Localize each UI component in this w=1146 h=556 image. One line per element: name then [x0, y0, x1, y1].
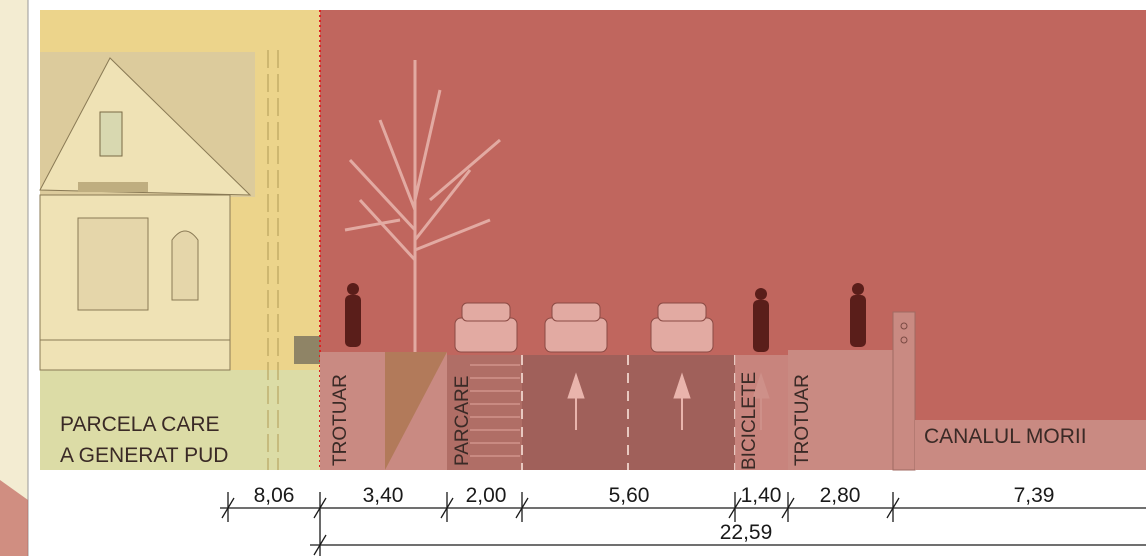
parcel-label: A GENERAT PUD: [60, 444, 228, 467]
post-detail: [900, 322, 908, 330]
dimension: 8,06: [254, 484, 295, 507]
zone-label: TROTUAR: [330, 374, 351, 466]
parcel-ground: [40, 370, 320, 470]
dimension: 7,39: [1014, 484, 1055, 507]
post-detail: [900, 336, 908, 344]
fence: [294, 336, 320, 364]
zone-label: BICICLETE: [739, 372, 760, 470]
dimension: 2,80: [820, 484, 861, 507]
post: [892, 311, 916, 471]
people: [345, 283, 866, 352]
tree: [344, 60, 501, 352]
zone-label: TROTUAR: [792, 374, 813, 466]
sidewalk: [788, 350, 893, 470]
dimension: 1,40: [741, 484, 782, 507]
dimension-lines: [220, 492, 1146, 556]
bike-lane: [735, 355, 788, 470]
parking-stripes: [470, 364, 520, 457]
dimension: 3,40: [363, 484, 404, 507]
green-strip: [385, 352, 447, 470]
strip-red: [0, 480, 28, 556]
parcel-label: PARCELA CARE: [60, 413, 220, 436]
cars: [454, 302, 714, 353]
zone-label: PARCARE: [452, 376, 473, 466]
canal-label: CANALUL MORII: [924, 425, 1087, 448]
total-dimension: 22,59: [720, 521, 773, 544]
adjacent-plan: [0, 0, 28, 556]
parking: [447, 355, 522, 470]
canal: [915, 420, 1146, 470]
dimension: 2,00: [466, 484, 507, 507]
dimension: 5,60: [609, 484, 650, 507]
house: [39, 52, 255, 371]
